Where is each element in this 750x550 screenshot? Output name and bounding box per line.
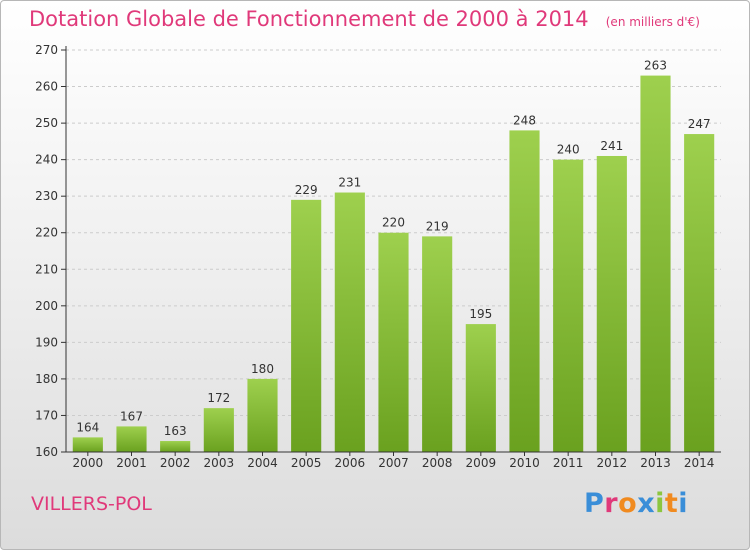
y-tick-label: 270	[35, 43, 58, 57]
data-label: 263	[644, 59, 667, 73]
city-name: VILLERS-POL	[31, 493, 152, 515]
chart-title-main: Dotation Globale de Fonctionnement de 20…	[29, 7, 589, 31]
logo-letter: o	[618, 488, 638, 519]
bar	[509, 130, 540, 452]
logo-letter: x	[637, 488, 656, 519]
logo-letter: t	[664, 488, 679, 519]
bar	[640, 75, 671, 452]
bar	[596, 155, 627, 452]
y-tick-label: 220	[35, 226, 58, 240]
bar	[72, 437, 103, 452]
y-tick-label: 240	[35, 153, 58, 167]
bar	[291, 199, 322, 452]
data-label: 195	[469, 307, 492, 321]
x-tick-label: 2010	[509, 456, 540, 470]
bar	[684, 134, 715, 452]
y-tick-label: 160	[35, 445, 58, 459]
logo-letter: i	[655, 488, 665, 519]
bar	[160, 441, 191, 452]
y-tick-label: 250	[35, 116, 58, 130]
x-tick-label: 2008	[422, 456, 453, 470]
data-label: 163	[164, 424, 187, 438]
x-tick-label: 2002	[160, 456, 191, 470]
data-label: 219	[426, 219, 449, 233]
y-tick-label: 230	[35, 189, 58, 203]
y-tick-label: 210	[35, 262, 58, 276]
y-tick-label: 200	[35, 299, 58, 313]
x-tick-label: 2000	[73, 456, 104, 470]
y-tick-label: 180	[35, 372, 58, 386]
x-tick-label: 2011	[553, 456, 584, 470]
y-tick-label: 190	[35, 335, 58, 349]
grid-lines	[66, 49, 721, 416]
logo-letter: r	[604, 488, 619, 519]
x-tick-label: 2014	[684, 456, 715, 470]
data-label: 229	[295, 183, 318, 197]
x-tick-label: 2006	[335, 456, 366, 470]
x-tick-label: 2001	[116, 456, 147, 470]
x-tick-label: 2013	[640, 456, 671, 470]
bar	[422, 236, 453, 452]
chart-title: Dotation Globale de Fonctionnement de 20…	[29, 7, 700, 31]
data-label: 167	[120, 409, 143, 423]
x-tick-label: 2005	[291, 456, 322, 470]
bar	[203, 408, 234, 452]
logo-letter: P	[584, 488, 605, 519]
bar	[247, 378, 278, 452]
bar	[378, 232, 409, 452]
x-tick-label: 2004	[247, 456, 278, 470]
data-label: 248	[513, 113, 536, 127]
data-label: 172	[207, 391, 230, 405]
x-tick-label: 2012	[597, 456, 628, 470]
data-label: 220	[382, 216, 405, 230]
x-tick-label: 2007	[378, 456, 409, 470]
y-tick-label: 260	[35, 80, 58, 94]
bar	[553, 159, 584, 453]
data-labels: 164 167 163 172 180 229 231 220 219 195 248 240 241 2…	[76, 59, 710, 438]
bar	[116, 426, 147, 452]
bars	[72, 75, 715, 453]
bar	[334, 192, 365, 452]
logo-letter: i	[678, 488, 689, 519]
data-label: 240	[557, 143, 580, 157]
x-tick-label: 2003	[204, 456, 235, 470]
data-label: 241	[600, 139, 623, 153]
data-label: 164	[76, 420, 99, 434]
x-tick-label: 2009	[466, 456, 497, 470]
axes: 160 170 180 190 200 210 220 230 240 250 260 270 2000…	[35, 43, 721, 470]
data-label: 231	[338, 176, 361, 190]
y-tick-label: 170	[35, 408, 58, 422]
data-label: 180	[251, 362, 274, 376]
proxiti-logo: Proxiti	[584, 488, 688, 519]
chart-subtitle: (en milliers d'€)	[605, 15, 700, 29]
data-label: 247	[688, 117, 711, 131]
bar-chart: 164 167 163 172 180 229 231 220 219 195 248 240 241 2…	[35, 43, 721, 470]
bar	[465, 324, 496, 452]
